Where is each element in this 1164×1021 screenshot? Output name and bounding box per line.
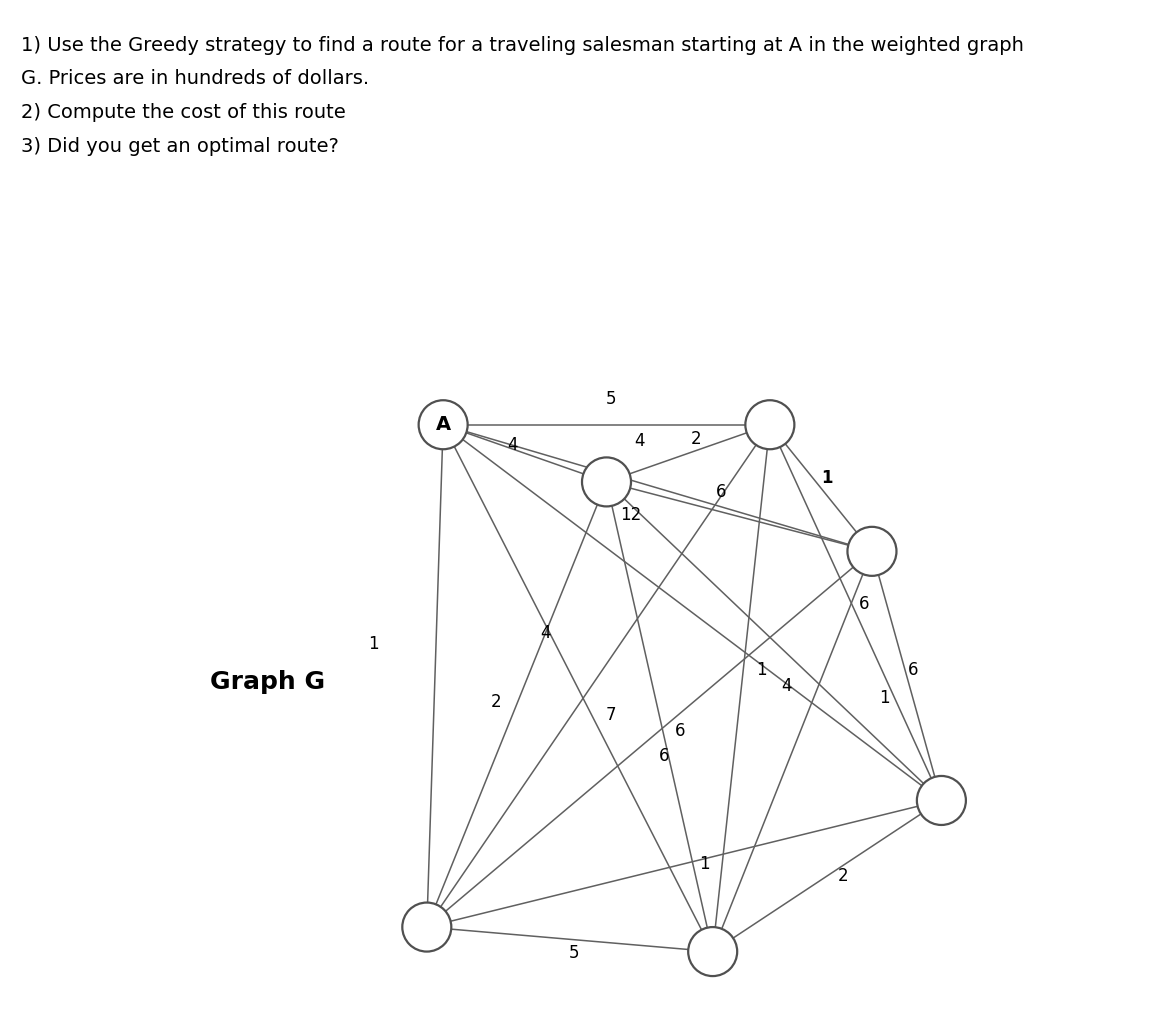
Text: 5: 5 [568,944,579,962]
Circle shape [917,776,966,825]
Text: G. Prices are in hundreds of dollars.: G. Prices are in hundreds of dollars. [21,69,369,89]
Text: 7: 7 [605,706,616,724]
Text: 2: 2 [691,431,702,448]
Text: 6: 6 [908,661,918,679]
Text: 4: 4 [634,432,645,450]
Text: 1: 1 [368,635,379,652]
Text: 6: 6 [675,722,686,740]
Text: A: A [435,416,450,434]
Circle shape [688,927,737,976]
Text: 4: 4 [508,436,518,454]
Text: 12: 12 [620,505,641,524]
Text: 2: 2 [838,867,849,884]
Text: 2) Compute the cost of this route: 2) Compute the cost of this route [21,103,346,123]
Text: 3) Did you get an optimal route?: 3) Did you get an optimal route? [21,137,339,156]
Text: 1: 1 [822,469,832,487]
Text: 4: 4 [540,624,551,642]
Text: 1: 1 [700,856,710,873]
Circle shape [745,400,794,449]
Text: Graph G: Graph G [211,670,326,694]
Text: 6: 6 [859,595,870,614]
Text: 1: 1 [757,661,767,679]
Text: 6: 6 [659,746,669,765]
Circle shape [582,457,631,506]
Circle shape [403,903,452,952]
Circle shape [419,400,468,449]
Text: 2: 2 [491,693,502,712]
Circle shape [847,527,896,576]
Text: 1) Use the Greedy strategy to find a route for a traveling salesman starting at : 1) Use the Greedy strategy to find a rou… [21,36,1024,55]
Text: 6: 6 [716,483,726,500]
Text: 1: 1 [879,689,889,708]
Text: 5: 5 [605,390,616,407]
Text: 4: 4 [781,677,792,695]
